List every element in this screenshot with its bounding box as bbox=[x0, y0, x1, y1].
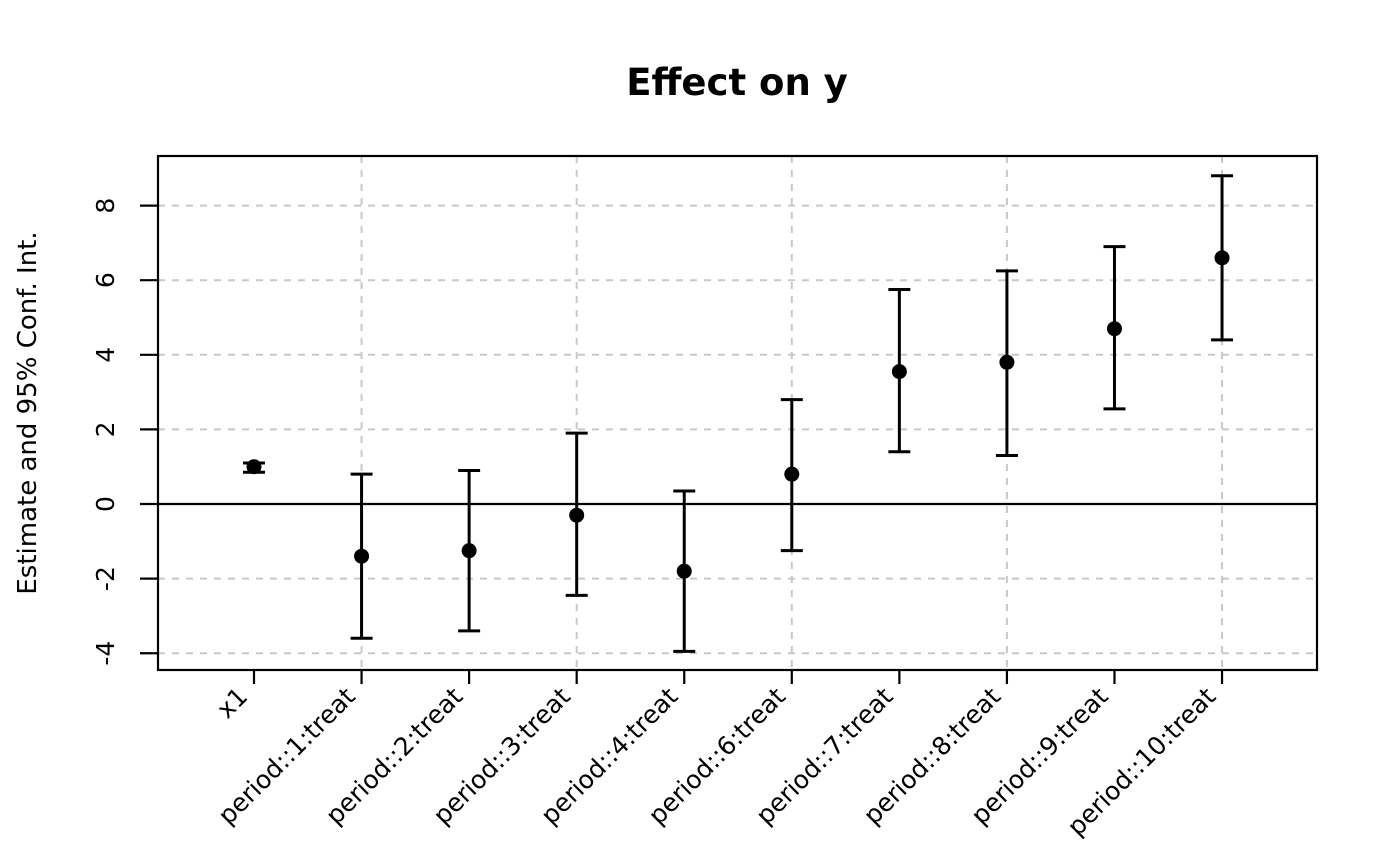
estimate-point bbox=[246, 459, 262, 475]
y-tick-label: 6 bbox=[91, 272, 120, 288]
estimate-point bbox=[461, 543, 477, 559]
estimate-point bbox=[784, 466, 800, 482]
plot-area: 86420-2-4x1period::1:treatperiod::2:trea… bbox=[91, 154, 1319, 841]
x-tick-label: x1 bbox=[211, 682, 253, 724]
y-tick-label: 8 bbox=[91, 198, 120, 214]
y-axis-label: Estimate and 95% Conf. Int. bbox=[13, 231, 43, 594]
chart-title: Effect on y bbox=[626, 61, 848, 104]
y-tick-label: 2 bbox=[91, 421, 120, 437]
y-tick-label: 4 bbox=[91, 347, 120, 363]
estimate-point bbox=[1106, 321, 1122, 337]
estimate-point bbox=[999, 354, 1015, 370]
y-tick-label: -4 bbox=[91, 641, 120, 666]
estimate-point bbox=[569, 507, 585, 523]
y-tick-label: -2 bbox=[91, 566, 120, 591]
y-tick-label: 0 bbox=[91, 496, 120, 512]
estimate-point bbox=[1214, 250, 1230, 266]
estimate-point bbox=[891, 364, 907, 380]
estimate-point bbox=[354, 548, 370, 564]
estimate-point bbox=[676, 563, 692, 579]
plot-border-box bbox=[156, 154, 1319, 672]
